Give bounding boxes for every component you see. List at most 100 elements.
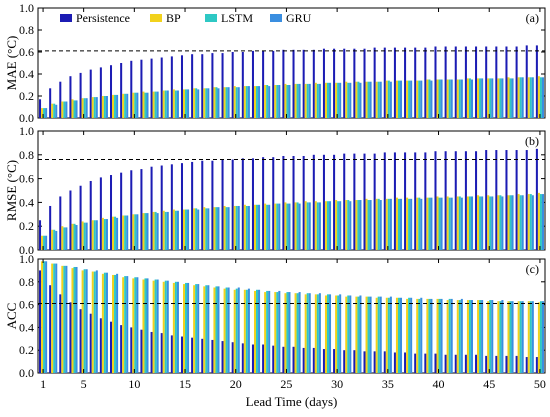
- bar-lstm: [296, 202, 299, 250]
- bar-gru: [399, 80, 403, 118]
- bar-gru: [197, 209, 200, 250]
- bar-bp: [223, 205, 226, 250]
- bar-lstm: [134, 214, 137, 250]
- bar-bp: [446, 79, 449, 118]
- bar-gru: [531, 195, 534, 250]
- bar-bp: [183, 89, 186, 118]
- bar-persistence: [495, 46, 498, 118]
- bar-bp: [507, 77, 510, 118]
- bar-gru: [126, 276, 129, 373]
- bar-lstm: [397, 80, 400, 118]
- bar-lstm: [276, 292, 279, 373]
- bar-lstm: [286, 292, 289, 373]
- bar-gru: [116, 94, 119, 118]
- bar-bp: [172, 282, 175, 373]
- bar-bp: [527, 77, 530, 118]
- bar-persistence: [49, 88, 52, 118]
- bar-gru: [491, 196, 494, 250]
- bar-gru: [339, 82, 342, 118]
- bar-bp: [203, 207, 206, 250]
- bar-gru: [75, 225, 78, 250]
- bar-bp: [284, 202, 287, 250]
- bar-gru: [288, 292, 291, 373]
- bar-lstm: [418, 197, 421, 250]
- bar-persistence: [444, 46, 447, 118]
- bar-persistence: [109, 175, 113, 250]
- bar-gru: [541, 301, 544, 373]
- bar-persistence: [231, 159, 234, 250]
- bar-persistence: [262, 157, 265, 250]
- bar-bp: [101, 217, 104, 250]
- bar-gru: [420, 198, 423, 250]
- bar-gru: [227, 207, 230, 250]
- bar-gru: [531, 301, 534, 373]
- bar-lstm: [479, 78, 482, 118]
- bar-lstm: [326, 201, 330, 250]
- bar-gru: [247, 205, 250, 250]
- bar-lstm: [448, 79, 451, 118]
- bar-gru: [399, 198, 403, 250]
- bar-persistence: [150, 331, 153, 373]
- bar-bp: [274, 292, 277, 373]
- bar-gru: [318, 293, 321, 373]
- bar-lstm: [235, 205, 238, 250]
- bar-gru: [491, 78, 494, 118]
- bar-persistence: [414, 152, 417, 250]
- bar-gru: [65, 101, 68, 118]
- bar-lstm: [144, 92, 147, 118]
- bar-persistence: [221, 159, 224, 250]
- bar-lstm: [185, 282, 188, 373]
- bar-lstm: [144, 213, 147, 250]
- bar-lstm: [418, 298, 421, 373]
- bar-lstm: [347, 295, 350, 373]
- bar-lstm: [103, 96, 106, 118]
- bar-lstm: [93, 97, 96, 118]
- bar-bp: [243, 86, 246, 118]
- bar-gru: [258, 289, 261, 373]
- bar-lstm: [408, 80, 411, 118]
- bar-gru: [389, 198, 392, 250]
- bar-lstm: [326, 82, 330, 118]
- bar-persistence: [424, 353, 427, 373]
- bar-bp: [375, 81, 378, 118]
- bar-bp: [324, 201, 327, 250]
- bar-persistence: [373, 153, 376, 250]
- bar-gru: [450, 298, 453, 373]
- y-tick-label: 0.0: [19, 366, 34, 380]
- y-tick-label: 1.0: [19, 252, 34, 266]
- x-tick-label: 40: [433, 377, 445, 391]
- bar-lstm: [185, 209, 188, 250]
- bar-persistence: [241, 343, 244, 373]
- bar-gru: [237, 87, 240, 118]
- y-tick-label: 0.4: [19, 320, 34, 334]
- bar-bp: [406, 298, 409, 373]
- bar-bp: [487, 78, 490, 118]
- y-axis-label: ACC: [4, 303, 19, 330]
- bar-lstm: [205, 208, 208, 250]
- bar-lstm: [428, 197, 431, 250]
- bar-persistence: [272, 157, 275, 250]
- bar-gru: [420, 80, 423, 118]
- bar-lstm: [458, 196, 461, 250]
- bar-bp: [436, 196, 439, 250]
- bar-lstm: [509, 78, 512, 118]
- bar-lstm: [43, 235, 46, 250]
- bar-lstm: [114, 216, 117, 250]
- bar-lstm: [266, 204, 269, 250]
- bar-lstm: [539, 301, 542, 373]
- bar-bp: [294, 293, 297, 373]
- bar-bp: [71, 99, 74, 118]
- bar-persistence: [454, 151, 457, 250]
- bar-bp: [477, 195, 480, 250]
- bar-bp: [517, 194, 520, 250]
- bar-gru: [501, 196, 504, 250]
- bar-persistence: [535, 148, 538, 250]
- bar-persistence: [404, 352, 407, 373]
- bar-persistence: [160, 333, 163, 373]
- bar-lstm: [245, 289, 248, 373]
- bar-lstm: [316, 294, 319, 373]
- bar-lstm: [468, 196, 471, 250]
- legend-label-persistence: Persistence: [76, 11, 130, 25]
- bar-bp: [385, 198, 388, 250]
- x-tick-label: 1: [40, 377, 46, 391]
